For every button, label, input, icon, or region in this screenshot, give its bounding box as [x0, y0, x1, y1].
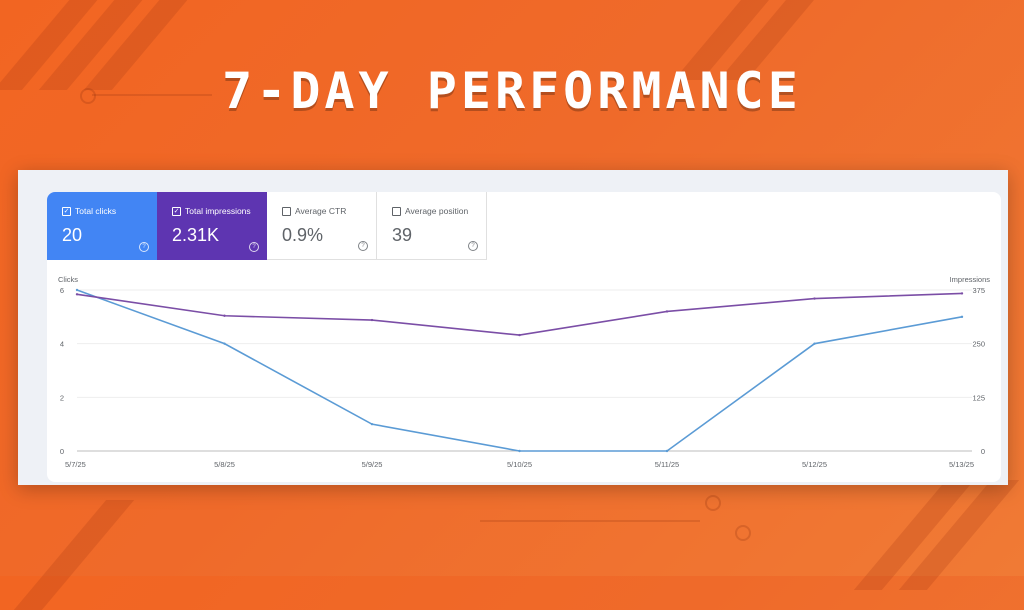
- metric-tile-total-impressions[interactable]: ✓ Total impressions 2.31K ?: [157, 192, 267, 260]
- question-circle-icon[interactable]: ?: [249, 242, 259, 252]
- right-axis-label: Impressions: [950, 275, 991, 284]
- left-tick-label: 6: [60, 286, 64, 295]
- right-tick-label: 375: [972, 286, 985, 295]
- clicks-point[interactable]: [960, 315, 964, 319]
- x-tick-label: 5/7/25: [65, 460, 86, 469]
- metric-label: Total clicks: [75, 206, 117, 216]
- impressions-point[interactable]: [960, 292, 964, 295]
- metric-tiles: ✓ Total clicks 20 ? ✓ Total impressions 2.…: [47, 192, 487, 260]
- checkbox-icon[interactable]: [282, 206, 291, 216]
- metric-value: 39: [392, 225, 413, 245]
- left-tick-label: 0: [60, 447, 64, 456]
- metric-label: Total impressions: [185, 206, 251, 216]
- metric-label: Average position: [405, 206, 469, 216]
- metric-value: 0.9%: [282, 225, 324, 245]
- performance-panel: ✓ Total clicks 20 ? ✓ Total impressions 2.…: [18, 170, 1008, 485]
- impressions-point[interactable]: [813, 297, 816, 300]
- clicks-point[interactable]: [223, 342, 226, 345]
- x-tick-label: 5/10/25: [507, 460, 532, 469]
- x-tick-label: 5/9/25: [362, 460, 383, 469]
- right-tick-label: 125: [972, 393, 985, 402]
- question-circle-icon[interactable]: ?: [468, 241, 478, 251]
- left-axis-label: Clicks: [58, 275, 78, 284]
- page-title: 7-DAY PERFORMANCE: [222, 62, 802, 120]
- x-tick-label: 5/13/25: [949, 460, 974, 469]
- checkbox-icon[interactable]: [392, 206, 401, 216]
- question-circle-icon[interactable]: ?: [358, 241, 368, 251]
- check-square-icon[interactable]: ✓: [172, 206, 181, 216]
- metric-label: Average CTR: [295, 206, 347, 216]
- clicks-point[interactable]: [75, 288, 79, 292]
- left-tick-label: 4: [60, 340, 64, 349]
- impressions-point[interactable]: [518, 333, 521, 337]
- metric-value: 2.31K: [172, 225, 220, 245]
- x-tick-label: 5/12/25: [802, 460, 827, 469]
- impressions-point[interactable]: [370, 318, 374, 322]
- impressions-series-line[interactable]: [76, 292, 963, 336]
- question-circle-icon[interactable]: ?: [139, 242, 149, 252]
- x-tick-label: 5/8/25: [214, 460, 235, 469]
- clicks-point[interactable]: [370, 422, 374, 426]
- impressions-point[interactable]: [665, 310, 669, 313]
- performance-line-chart: Clicks Impressions 0 2 4 6 0 125 250 375 5/7/25 5…: [58, 275, 991, 469]
- performance-card: ✓ Total clicks 20 ? ✓ Total impressions 2.…: [47, 192, 1001, 482]
- clicks-point[interactable]: [518, 449, 521, 453]
- metric-value: 20: [62, 225, 83, 245]
- metric-tile-average-position[interactable]: Average position 39 ?: [377, 192, 487, 260]
- clicks-point[interactable]: [813, 342, 816, 345]
- metric-tile-average-ctr[interactable]: Average CTR 0.9% ?: [267, 192, 377, 260]
- left-tick-label: 2: [60, 393, 64, 402]
- clicks-point[interactable]: [665, 449, 669, 453]
- check-square-icon[interactable]: ✓: [62, 206, 71, 216]
- x-tick-label: 5/11/25: [655, 460, 679, 469]
- impressions-point[interactable]: [223, 314, 226, 317]
- metric-tile-total-clicks[interactable]: ✓ Total clicks 20 ?: [47, 192, 157, 260]
- impressions-point[interactable]: [75, 293, 79, 296]
- right-tick-label: 0: [981, 447, 985, 456]
- right-tick-label: 250: [972, 340, 985, 349]
